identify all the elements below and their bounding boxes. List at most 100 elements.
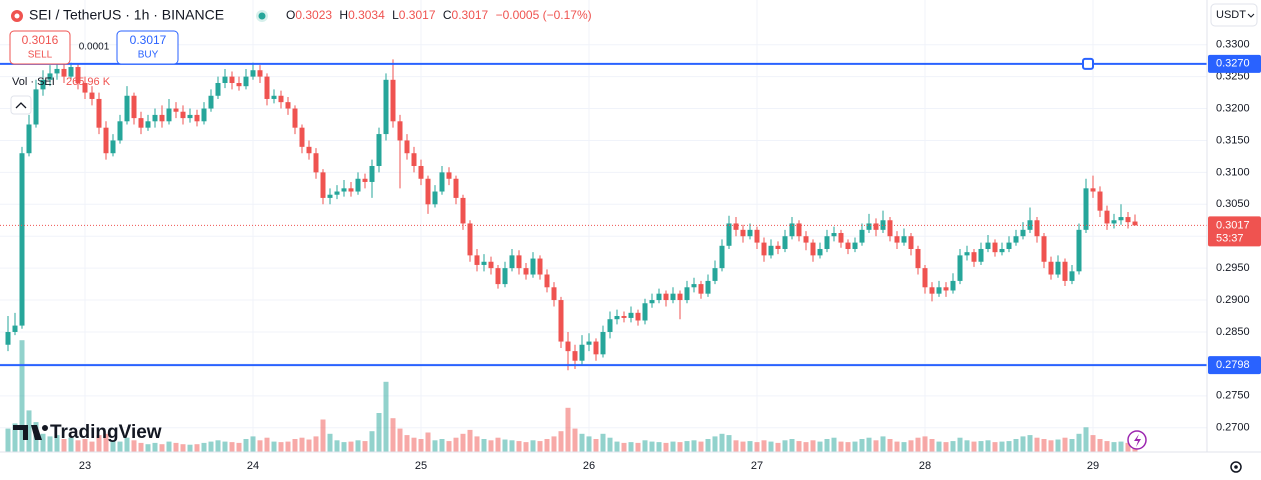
candle-body bbox=[502, 268, 508, 285]
volume-bar bbox=[187, 444, 193, 452]
volume-bar bbox=[943, 442, 949, 452]
volume-bar bbox=[936, 441, 942, 452]
volume-bar bbox=[1041, 439, 1047, 452]
candle-body bbox=[355, 178, 361, 192]
volume-bar bbox=[670, 441, 676, 452]
volume-bar bbox=[320, 419, 326, 452]
volume-bar bbox=[894, 441, 900, 452]
candle-body bbox=[1111, 220, 1117, 224]
volume-bar bbox=[621, 442, 627, 452]
candle-body bbox=[103, 127, 109, 154]
x-tick-label: 23 bbox=[79, 460, 91, 472]
l-value: 0.3017 bbox=[399, 8, 436, 22]
candle-body bbox=[264, 76, 270, 99]
candle-body bbox=[838, 233, 844, 243]
volume-bar bbox=[1104, 441, 1110, 452]
volume-bar bbox=[61, 439, 67, 452]
candle-body bbox=[901, 236, 907, 243]
volume-bar bbox=[208, 441, 214, 452]
candle-body bbox=[131, 95, 137, 119]
volume-bar bbox=[12, 423, 18, 452]
volume-bar bbox=[579, 433, 585, 452]
y-tick-label: 0.3150 bbox=[1216, 134, 1250, 146]
settings-icon[interactable] bbox=[1230, 461, 1242, 473]
volume-bar bbox=[817, 441, 823, 452]
volume-bar bbox=[558, 431, 564, 452]
volume-bar bbox=[516, 441, 522, 452]
candle-body bbox=[1062, 261, 1068, 281]
candle-body bbox=[915, 248, 921, 269]
volume-bar bbox=[768, 441, 774, 452]
candle-body bbox=[285, 102, 291, 109]
candle-body bbox=[509, 255, 515, 269]
candle-body bbox=[894, 236, 900, 243]
volume-bar bbox=[761, 440, 767, 452]
candle-body bbox=[859, 229, 865, 243]
hline-label-box bbox=[1208, 54, 1261, 73]
candle-body bbox=[866, 223, 872, 230]
candle-body bbox=[313, 153, 319, 173]
candle-body bbox=[614, 316, 620, 320]
candle-body bbox=[873, 223, 879, 230]
volume-bar bbox=[908, 440, 914, 452]
h-key: H bbox=[339, 8, 348, 22]
volume-bar bbox=[194, 444, 200, 452]
candle-body bbox=[593, 341, 599, 355]
candle-body bbox=[488, 261, 494, 269]
y-tick-label: 0.2900 bbox=[1216, 294, 1250, 306]
volume-bar bbox=[719, 433, 725, 452]
volume-bar bbox=[747, 441, 753, 452]
volume-bar bbox=[306, 439, 312, 452]
candle-body bbox=[222, 76, 228, 83]
x-tick-label: 28 bbox=[919, 460, 931, 472]
volume-bar bbox=[733, 440, 739, 452]
collapse-button[interactable] bbox=[10, 95, 32, 115]
volume-bar bbox=[376, 413, 382, 452]
sell-button[interactable] bbox=[9, 30, 71, 65]
volume-bar bbox=[880, 436, 886, 452]
candle-body bbox=[481, 261, 487, 265]
candle-body bbox=[243, 76, 249, 87]
x-tick-label: 26 bbox=[583, 460, 595, 472]
candle-body bbox=[159, 114, 165, 122]
volume-bar bbox=[509, 440, 515, 452]
volume-bar bbox=[271, 441, 277, 452]
buy-label: BUY bbox=[138, 50, 159, 61]
x-tick-label: 29 bbox=[1087, 460, 1099, 472]
volume-bar bbox=[649, 441, 655, 452]
volume-bar bbox=[782, 440, 788, 452]
candle-body bbox=[922, 268, 928, 288]
volume-bar bbox=[530, 440, 536, 452]
currency-button[interactable] bbox=[1210, 3, 1258, 27]
volume-bar bbox=[950, 441, 956, 452]
volume-bar bbox=[383, 381, 389, 452]
candle-body bbox=[1034, 220, 1040, 237]
candle-body bbox=[1118, 217, 1124, 221]
volume-bar bbox=[1097, 439, 1103, 452]
volume-bar bbox=[544, 439, 550, 452]
brand-logo bbox=[13, 425, 48, 440]
buy-button[interactable] bbox=[116, 30, 179, 65]
candle-body bbox=[194, 114, 200, 122]
sell-price: 0.3016 bbox=[22, 33, 59, 47]
candle-body bbox=[19, 153, 25, 326]
volume-bar bbox=[124, 437, 130, 452]
volume-bar bbox=[1111, 442, 1117, 452]
candle-body bbox=[831, 233, 837, 237]
candle-body bbox=[348, 188, 354, 192]
candle-body bbox=[530, 258, 536, 275]
y-tick-label: 0.3050 bbox=[1216, 198, 1250, 210]
volume-bar bbox=[404, 435, 410, 452]
o-key: O bbox=[286, 8, 295, 22]
candle-body bbox=[761, 242, 767, 256]
volume-pane bbox=[5, 340, 1138, 452]
volume-bar bbox=[68, 437, 74, 452]
candle-body bbox=[1132, 221, 1138, 226]
volume-bar bbox=[677, 442, 683, 452]
volume-bar bbox=[572, 428, 578, 452]
volume-bar bbox=[355, 440, 361, 452]
candle-body bbox=[432, 191, 438, 205]
candle-body bbox=[1020, 229, 1026, 237]
volume-bar bbox=[1013, 439, 1019, 452]
